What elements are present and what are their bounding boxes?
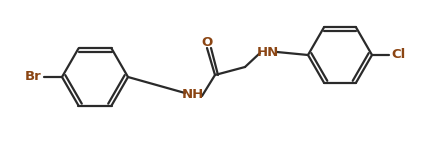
Text: Br: Br — [24, 70, 41, 84]
Text: NH: NH — [182, 88, 204, 102]
Text: Cl: Cl — [391, 48, 405, 61]
Text: HN: HN — [257, 46, 279, 58]
Text: O: O — [201, 36, 212, 48]
